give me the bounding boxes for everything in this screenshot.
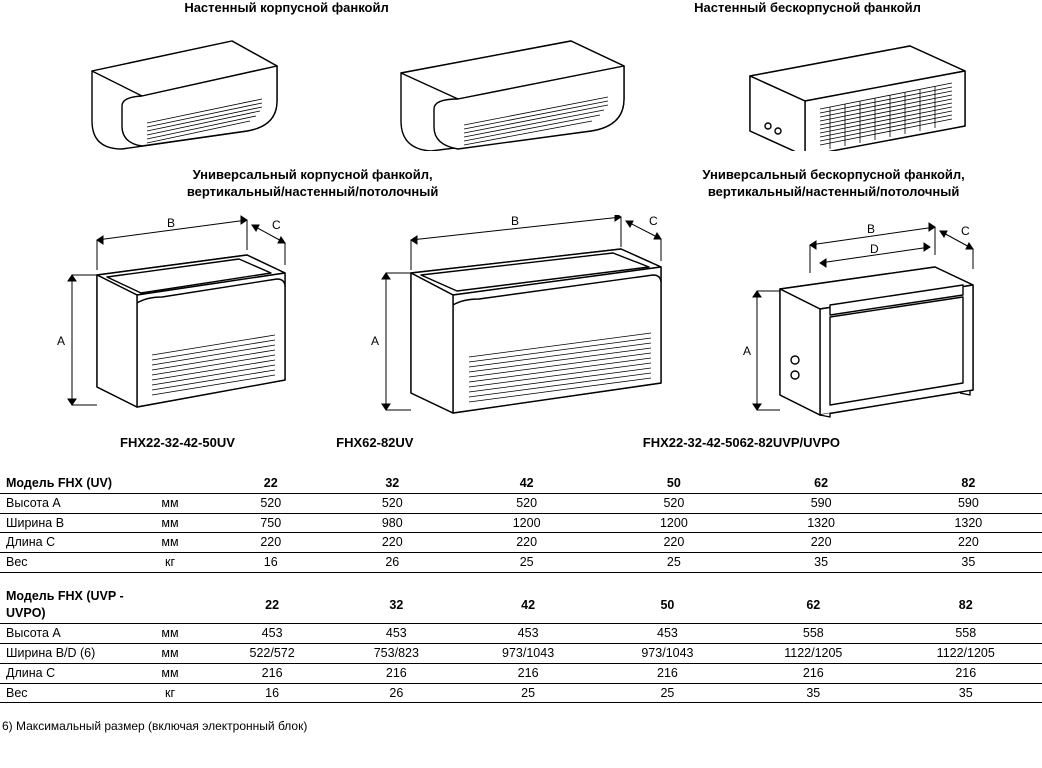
col-h: 82 xyxy=(890,587,1042,623)
table-row: Модель FHX (UVP - UVPO) 22 32 42 50 62 8… xyxy=(0,587,1042,623)
mid-titles-row: Универсальный корпусной фанкойл, вертика… xyxy=(0,163,1042,205)
dim-a-label-2: A xyxy=(371,334,379,348)
dim-b-label: B xyxy=(167,216,175,230)
wall-uncased-fancoil xyxy=(720,31,980,151)
table-row: Длина C мм 220 220 220 220 220 220 xyxy=(0,533,1042,553)
dim-b-label-2: B xyxy=(511,215,519,228)
row1-images xyxy=(0,23,1042,163)
table-row: Вес кг 16 26 25 25 35 35 xyxy=(0,553,1042,573)
dim-c-label-3: C xyxy=(961,224,970,238)
col-h: 42 xyxy=(458,587,597,623)
row2-images: B C A xyxy=(0,205,1042,431)
table-row: Ширина B мм 750 980 1200 1200 1320 1320 xyxy=(0,513,1042,533)
table-uvp: Модель FHX (UVP - UVPO) 22 32 42 50 62 8… xyxy=(0,587,1042,703)
model-label-a: FHX22-32-42-50UV xyxy=(10,435,296,450)
col-h: 32 xyxy=(332,474,454,493)
mid-title-right-line1: Универсальный бескорпусной фанкойл, xyxy=(702,167,964,182)
mid-title-left: Универсальный корпусной фанкойл, вертика… xyxy=(0,167,625,201)
mid-title-right-line2: вертикальный/настенный/потолочный xyxy=(708,184,960,199)
universal-cased-small: B C A xyxy=(47,215,307,425)
dim-a-label: A xyxy=(57,334,65,348)
dim-c-label-2: C xyxy=(649,215,658,228)
table-row: Вес кг 16 26 25 25 35 35 xyxy=(0,683,1042,703)
footnote: 6) Максимальный размер (включая электрон… xyxy=(0,717,1042,733)
dim-a-label-3: A xyxy=(743,344,751,358)
dim-d-label: D xyxy=(870,242,879,256)
table2-header-label: Модель FHX (UVP - UVPO) xyxy=(0,587,130,623)
model-label-c: FHX22-32-42-5062-82UVP/UVPO xyxy=(603,435,1032,450)
col-h: 62 xyxy=(748,474,895,493)
table-row: Длина C мм 216 216 216 216 216 216 xyxy=(0,663,1042,683)
table-uv: Модель FHX (UV) 22 32 42 50 62 82 Высота… xyxy=(0,474,1042,573)
mid-title-left-line2: вертикальный/настенный/потолочный xyxy=(187,184,439,199)
col-h: 22 xyxy=(210,474,332,493)
col-h: 82 xyxy=(895,474,1042,493)
col-h: 50 xyxy=(600,474,747,493)
dim-b-label-3: B xyxy=(867,222,875,236)
table1-header-label: Модель FHX (UV) xyxy=(0,474,130,493)
col-h: 62 xyxy=(737,587,889,623)
mid-title-right: Универсальный бескорпусной фанкойл, верт… xyxy=(625,167,1042,201)
col-h: 32 xyxy=(334,587,458,623)
ceiling-cased-fancoil-1 xyxy=(62,31,292,151)
col-h: 22 xyxy=(210,587,334,623)
table-row: Ширина B/D (6) мм 522/572 753/823 973/10… xyxy=(0,643,1042,663)
dim-c-label: C xyxy=(272,218,281,232)
col-h: 42 xyxy=(453,474,600,493)
top-titles-row: Настенный корпусной фанкойл Настенный бе… xyxy=(0,0,1042,23)
universal-uncased: B C D A xyxy=(735,215,995,425)
model-labels-row: FHX22-32-42-50UV FHX62-82UV FHX22-32-42-… xyxy=(0,431,1042,474)
table-row: Высота A мм 453 453 453 453 558 558 xyxy=(0,623,1042,643)
table-row: Модель FHX (UV) 22 32 42 50 62 82 xyxy=(0,474,1042,493)
table-row: Высота A мм 520 520 520 520 590 590 xyxy=(0,493,1042,513)
top-title-right: Настенный бескорпусной фанкойл xyxy=(573,0,1042,15)
model-label-b: FHX62-82UV xyxy=(296,435,603,450)
top-title-left: Настенный корпусной фанкойл xyxy=(0,0,573,15)
col-h: 50 xyxy=(598,587,737,623)
universal-cased-large: B C A xyxy=(361,215,681,425)
ceiling-cased-fancoil-2 xyxy=(376,31,636,151)
tables-container: Модель FHX (UV) 22 32 42 50 62 82 Высота… xyxy=(0,474,1042,704)
mid-title-left-line1: Универсальный корпусной фанкойл, xyxy=(193,167,433,182)
